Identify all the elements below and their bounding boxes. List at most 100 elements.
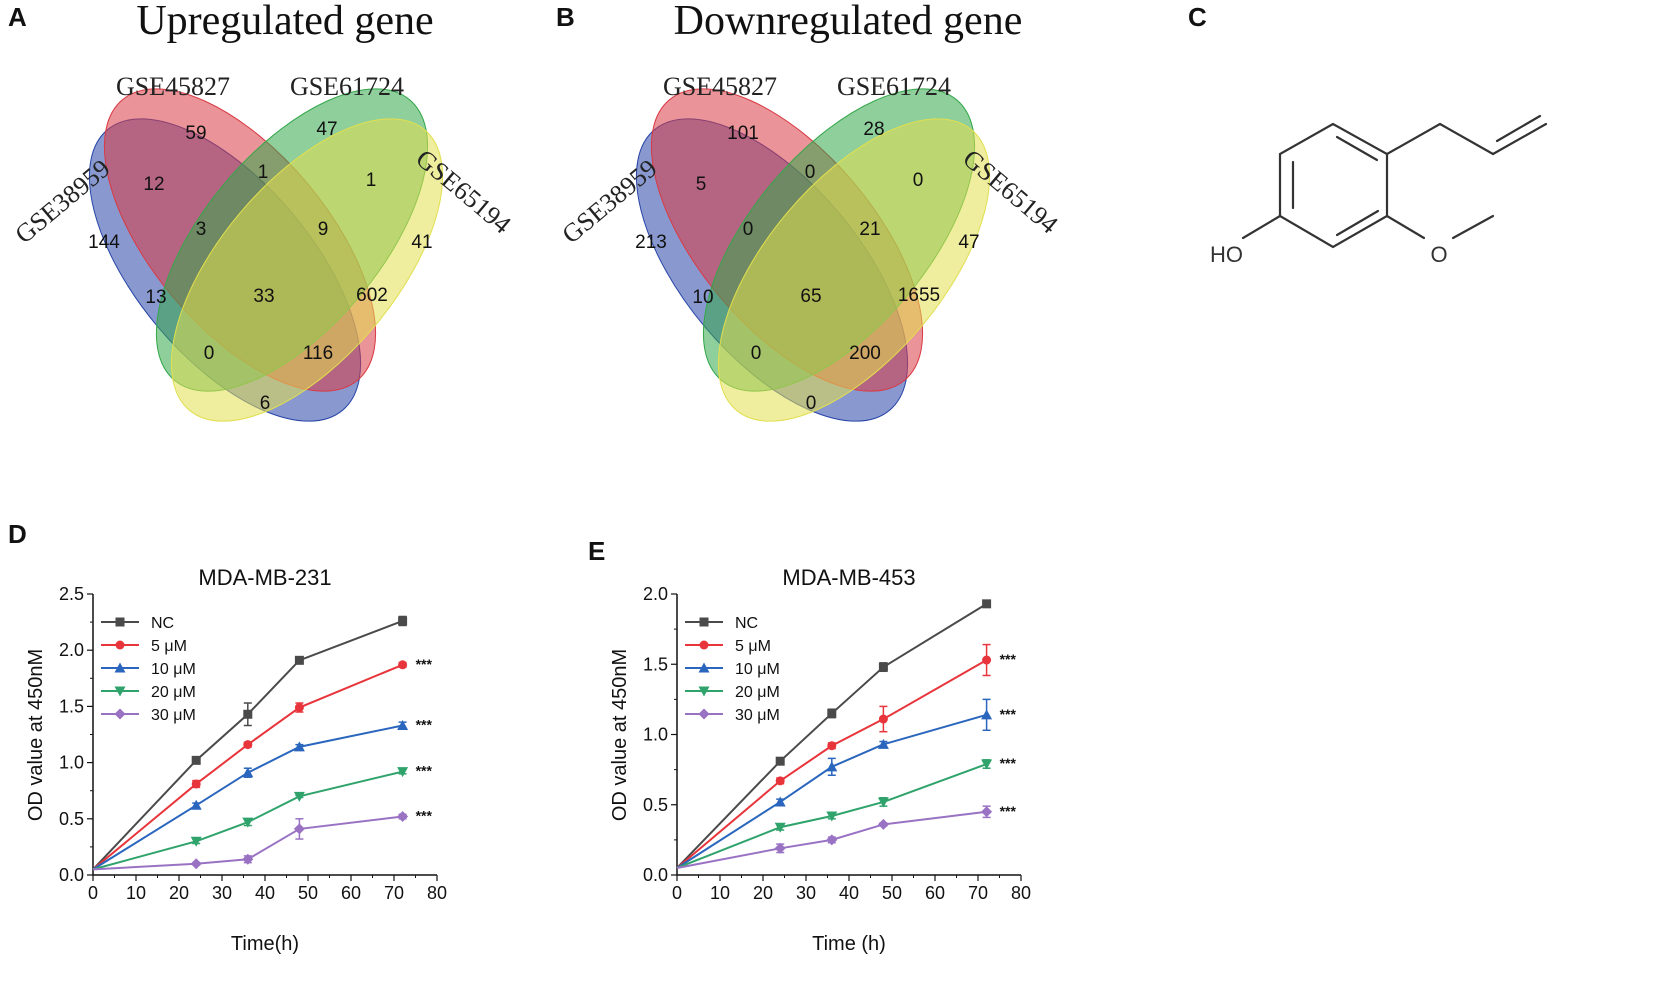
data-point — [191, 779, 201, 789]
allyl-double-bond — [1491, 122, 1548, 156]
set-label-gse61724: GSE61724 — [837, 72, 951, 101]
x-tick-label: 50 — [298, 883, 318, 903]
legend-marker — [698, 686, 710, 697]
data-point — [878, 662, 888, 672]
significance-label: *** — [416, 656, 433, 672]
set-label-gse61724: GSE61724 — [290, 72, 404, 101]
venn-ellipse-gse65194 — [717, 118, 991, 422]
chart-mda-mb-231: MDA-MB-231 Time(h) OD value at 450nM 0 10… — [25, 565, 447, 955]
set-label-gse45827: GSE45827 — [116, 72, 230, 101]
data-point — [877, 738, 889, 749]
data-point — [293, 823, 305, 835]
legend-label: 5 μM — [151, 638, 187, 655]
venn-count: 3 — [196, 219, 207, 240]
legend-label: 20 μM — [151, 684, 196, 701]
x-tick-label: 60 — [341, 883, 361, 903]
data-point — [981, 709, 993, 720]
venn-count: 47 — [316, 119, 337, 140]
x-tick-label: 30 — [212, 883, 232, 903]
data-point — [826, 811, 838, 822]
venn-title-up: Upregulated gene — [136, 0, 433, 44]
venn-count: 213 — [635, 232, 667, 253]
data-point — [827, 708, 837, 718]
data-point — [243, 709, 253, 719]
legend-marker — [114, 686, 126, 697]
methoxy-bond — [1451, 214, 1495, 240]
x-tick-label: 0 — [672, 883, 682, 903]
benzene-ring — [1278, 122, 1389, 249]
venn-count: 1 — [366, 170, 377, 191]
data-point — [826, 834, 838, 846]
data-point — [774, 822, 786, 833]
x-tick-label: 20 — [169, 883, 189, 903]
legend-marker — [698, 662, 710, 673]
data-point — [190, 799, 202, 810]
significance-label: *** — [416, 717, 433, 733]
x-tick-label: 80 — [1011, 883, 1031, 903]
data-point — [774, 842, 786, 854]
venn-count: 200 — [849, 343, 881, 364]
legend-label: 20 μM — [735, 684, 780, 701]
data-point — [877, 818, 889, 830]
venn-count: 5 — [696, 174, 707, 195]
venn-count: 101 — [727, 123, 759, 144]
venn-shapes-up — [88, 88, 444, 422]
legend-marker — [114, 708, 126, 720]
legend-marker — [115, 640, 125, 650]
venn-count: 1655 — [898, 285, 940, 306]
data-point — [242, 767, 254, 778]
data-point — [294, 655, 304, 665]
data-point — [398, 616, 408, 626]
venn-count: 1 — [258, 162, 269, 183]
panel-letter-b: B — [556, 2, 575, 32]
data-point — [190, 858, 202, 870]
methoxy-bond — [1385, 214, 1426, 240]
x-tick-label: 50 — [882, 883, 902, 903]
venn-count: 0 — [743, 219, 754, 240]
venn-count: 28 — [863, 119, 884, 140]
data-point — [981, 759, 993, 770]
x-axis-label: Time(h) — [231, 933, 299, 955]
y-tick-label: 1.5 — [643, 654, 668, 674]
x-tick-label: 80 — [427, 883, 447, 903]
chart-mda-mb-453: MDA-MB-453 Time (h) OD value at 450nM 0 1… — [609, 565, 1031, 955]
panel-c: C HO O — [1188, 2, 1548, 267]
data-point — [397, 767, 409, 778]
legend-label: 10 μM — [151, 661, 196, 678]
legend-label: 30 μM — [151, 707, 196, 724]
allyl-bond — [1385, 122, 1442, 156]
x-tick-label: 10 — [710, 883, 730, 903]
legend-label: NC — [151, 615, 174, 632]
significance-label: *** — [1000, 755, 1017, 771]
data-point — [242, 853, 254, 865]
significance-label: *** — [416, 808, 433, 824]
y-tick-label: 1.0 — [59, 753, 84, 773]
chart-title: MDA-MB-231 — [198, 565, 331, 590]
venn-count: 59 — [185, 123, 206, 144]
x-tick-label: 60 — [925, 883, 945, 903]
x-tick-label: 0 — [88, 883, 98, 903]
venn-count: 0 — [913, 170, 924, 191]
venn-count: 116 — [303, 343, 333, 364]
data-point — [826, 761, 838, 772]
panel-letter-e: E — [588, 536, 605, 566]
legend-marker — [114, 662, 126, 673]
y-tick-label: 2.0 — [643, 584, 668, 604]
y-tick-label: 0.0 — [643, 865, 668, 885]
x-tick-label: 40 — [255, 883, 275, 903]
legend-label: 5 μM — [735, 638, 771, 655]
y-axis-label: OD value at 450nM — [609, 649, 631, 821]
x-axis-label: Time (h) — [812, 933, 886, 955]
data-point — [827, 741, 837, 751]
significance-label: *** — [1000, 803, 1017, 819]
data-point — [982, 599, 992, 609]
set-label-gse45827: GSE45827 — [663, 72, 777, 101]
x-tick-label: 70 — [968, 883, 988, 903]
venn-count: 0 — [806, 393, 817, 414]
venn-count: 0 — [805, 162, 816, 183]
significance-label: *** — [416, 763, 433, 779]
venn-shapes-down — [635, 88, 991, 422]
venn-count: 144 — [88, 232, 120, 253]
panel-letter-c: C — [1188, 2, 1207, 32]
